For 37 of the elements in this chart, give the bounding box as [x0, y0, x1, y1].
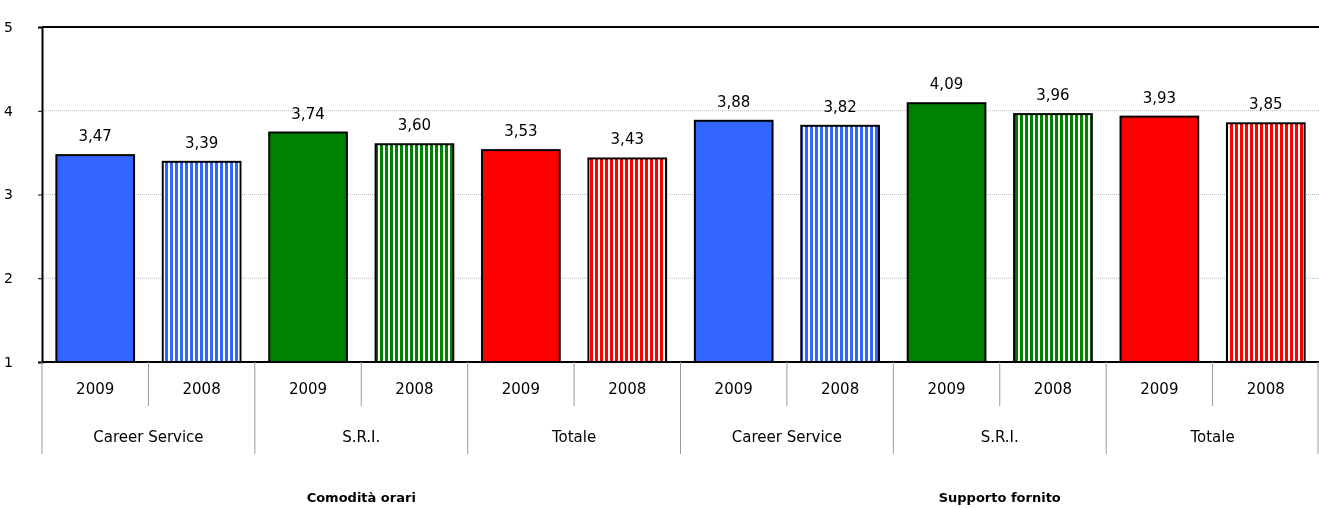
- x-tick-label: 2009: [927, 380, 966, 398]
- x-tick-label: 2009: [1140, 380, 1179, 398]
- y-tick-label: 5: [4, 18, 13, 35]
- y-tick-label: 1: [4, 353, 13, 370]
- data-label: 4,09: [929, 75, 964, 94]
- data-label: 3,88: [717, 92, 751, 111]
- data-label: 3,53: [504, 122, 538, 141]
- text: Supporto fornito: [938, 490, 1061, 505]
- x-tick-label: 2008: [182, 380, 221, 398]
- x-tick-label: 2009: [501, 380, 540, 398]
- text: Career Service: [93, 428, 204, 446]
- data-label: 3,74: [291, 104, 325, 123]
- x-tick-label: 2008: [608, 380, 647, 398]
- data-label: 3,82: [823, 97, 857, 116]
- text: Totale: [550, 428, 597, 446]
- data-label: 3,93: [1142, 88, 1177, 107]
- text: Career Service: [731, 428, 843, 446]
- text: Totale: [1189, 428, 1235, 446]
- text: Comodità orari: [306, 490, 416, 505]
- y-tick-label: 4: [4, 102, 13, 119]
- text: S.R.I.: [342, 428, 381, 446]
- x-tick-label: 2008: [821, 380, 860, 398]
- data-label: 3,85: [1249, 95, 1283, 114]
- y-tick-label: 2: [4, 270, 13, 287]
- data-label: 3,47: [78, 127, 112, 146]
- x-tick-label: 2009: [76, 380, 115, 398]
- x-tick-label: 2009: [288, 380, 328, 398]
- data-label: 3,43: [610, 130, 644, 149]
- y-tick-label: 3: [4, 186, 13, 203]
- data-label: 3,96: [1036, 86, 1070, 105]
- data-label: 3,60: [397, 116, 432, 135]
- x-tick-label: 2009: [714, 380, 753, 398]
- text: S.R.I.: [980, 428, 1019, 446]
- data-label: 3,39: [184, 133, 219, 152]
- x-tick-label: 2008: [395, 380, 434, 398]
- x-tick-label: 2008: [1246, 380, 1285, 398]
- x-tick-label: 2008: [1033, 380, 1073, 398]
